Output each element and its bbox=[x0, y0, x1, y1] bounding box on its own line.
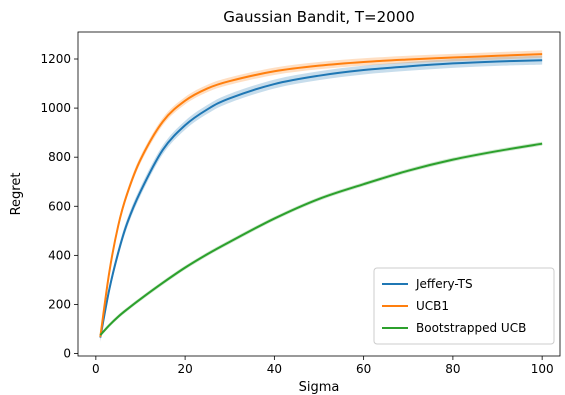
series-lines bbox=[99, 53, 543, 338]
y-tick-label: 400 bbox=[48, 248, 71, 262]
y-tick-label: 0 bbox=[63, 347, 71, 361]
x-tick-label: 40 bbox=[267, 362, 282, 376]
x-tick-label: 100 bbox=[531, 362, 554, 376]
legend-label-1: UCB1 bbox=[416, 299, 449, 313]
series-line-1 bbox=[99, 53, 543, 337]
y-tick-label: 600 bbox=[48, 199, 71, 213]
y-tick-label: 1000 bbox=[40, 101, 71, 115]
y-tick-label: 1200 bbox=[40, 52, 71, 66]
y-axis-ticks: 0 200 400 600 800 1000 1200 bbox=[40, 52, 78, 361]
series-line-2 bbox=[99, 142, 543, 336]
x-axis-ticks: 0 20 40 60 80 100 bbox=[92, 356, 554, 376]
series-line-0 bbox=[99, 59, 543, 338]
chart-title: Gaussian Bandit, T=2000 bbox=[223, 8, 415, 26]
legend-label-0: Jeffery-TS bbox=[415, 277, 473, 291]
x-axis-label: Sigma bbox=[299, 380, 340, 395]
y-axis-label: Regret bbox=[9, 173, 24, 216]
x-tick-label: 20 bbox=[177, 362, 192, 376]
y-tick-label: 200 bbox=[48, 297, 71, 311]
y-tick-label: 800 bbox=[48, 150, 71, 164]
legend: Jeffery-TS UCB1 Bootstrapped UCB bbox=[373, 267, 555, 345]
x-tick-label: 60 bbox=[356, 362, 371, 376]
legend-box bbox=[373, 267, 555, 345]
x-tick-label: 0 bbox=[92, 362, 100, 376]
x-tick-label: 80 bbox=[445, 362, 460, 376]
legend-label-2: Bootstrapped UCB bbox=[416, 321, 526, 335]
plot-frame bbox=[77, 31, 561, 357]
